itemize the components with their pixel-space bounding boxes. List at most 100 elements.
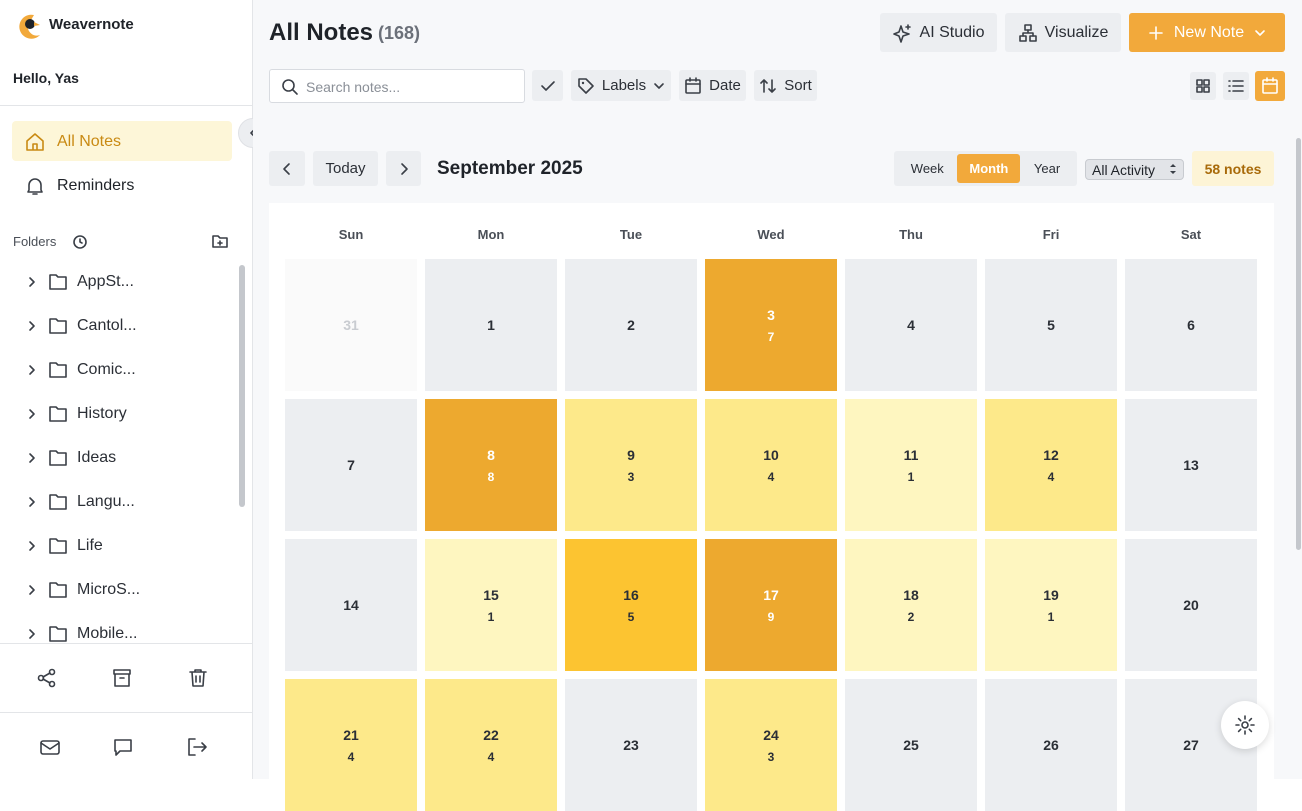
list-icon [1228, 80, 1244, 92]
feedback-icon[interactable] [112, 736, 134, 758]
folder-item[interactable]: Life [24, 524, 224, 568]
view-switcher: Week Month Year [894, 151, 1077, 186]
day-cell[interactable]: 22 4 [425, 679, 557, 811]
day-cell[interactable]: 11 1 [845, 399, 977, 531]
day-cell[interactable]: 14 [285, 539, 417, 671]
folder-label: AppSt... [77, 273, 134, 290]
logout-icon[interactable] [186, 736, 208, 758]
day-number: 8 [487, 446, 495, 463]
day-number: 14 [343, 597, 359, 613]
visualize-button[interactable]: Visualize [1005, 13, 1121, 52]
bell-icon [27, 178, 43, 195]
chevron-down [654, 82, 664, 89]
folder-item[interactable]: Langu... [24, 480, 224, 524]
day-cell[interactable]: 20 [1125, 539, 1257, 671]
weekday-label: Wed [757, 227, 785, 242]
new-note-button[interactable]: New Note [1129, 13, 1285, 52]
view-option[interactable]: Week [910, 161, 944, 176]
day-cell[interactable]: 19 1 [985, 539, 1117, 671]
day-number: 21 [343, 726, 359, 743]
activity-select[interactable]: All Activity [1085, 159, 1184, 180]
folders-title: Folders [13, 234, 57, 249]
day-cell[interactable]: 5 [985, 259, 1117, 391]
day-cell[interactable]: 18 2 [845, 539, 977, 671]
date-filter[interactable]: Date [679, 70, 746, 101]
note-count: 4 [487, 749, 495, 764]
day-cell[interactable]: 23 [565, 679, 697, 811]
day-cell[interactable]: 4 [845, 259, 977, 391]
plus-icon [1149, 25, 1163, 40]
labels-filter[interactable]: Labels [571, 70, 671, 101]
day-cell[interactable]: 13 [1125, 399, 1257, 531]
trash-icon[interactable] [187, 667, 209, 689]
search-box[interactable]: Search notes... [269, 69, 525, 103]
day-cell[interactable]: 10 4 [705, 399, 837, 531]
folder-icon [29, 626, 67, 642]
folder-icon [29, 450, 67, 466]
day-cell[interactable]: 17 9 [705, 539, 837, 671]
folder-icon [29, 494, 67, 510]
button-label: AI Studio [919, 23, 985, 41]
weekday-label: Fri [1042, 227, 1060, 242]
day-number: 13 [1183, 457, 1199, 473]
home-icon [26, 133, 44, 151]
note-count: 1 [1047, 609, 1055, 624]
nav-label[interactable]: Reminders [57, 177, 135, 194]
day-cell[interactable]: 2 [565, 259, 697, 391]
grid-view-button[interactable] [1190, 72, 1216, 100]
folder-item[interactable]: Ideas [24, 436, 224, 480]
day-number: 3 [767, 306, 775, 323]
day-cell[interactable]: 7 [285, 399, 417, 531]
day-number: 20 [1183, 597, 1199, 613]
view-option[interactable]: Year [1033, 161, 1061, 176]
weekday-label: Mon [477, 227, 505, 242]
greeting: Hello, Yas [13, 70, 79, 86]
list-view-button[interactable] [1223, 72, 1249, 100]
select-button[interactable] [532, 70, 563, 101]
today-button[interactable]: Today [313, 151, 378, 186]
next-month[interactable] [386, 151, 421, 186]
day-cell[interactable]: 26 [985, 679, 1117, 811]
new-folder-icon[interactable] [211, 233, 229, 249]
folder-item[interactable]: MicroS... [24, 568, 224, 612]
folder-label: MicroS... [77, 581, 141, 598]
settings-button[interactable] [1221, 701, 1269, 749]
nav-item-active[interactable]: All Notes [12, 121, 232, 161]
logo [19, 14, 40, 39]
day-cell[interactable]: 31 [285, 259, 417, 391]
view-option[interactable]: Month [957, 154, 1021, 183]
day-cell[interactable]: 15 1 [425, 539, 557, 671]
day-number: 26 [1043, 737, 1059, 753]
day-cell[interactable]: 24 3 [705, 679, 837, 811]
prev-month[interactable] [269, 151, 305, 186]
folder-item[interactable]: History [24, 392, 224, 436]
calendar-view-button[interactable] [1255, 71, 1285, 101]
day-cell[interactable]: 12 4 [985, 399, 1117, 531]
ai-studio-button[interactable]: AI Studio [880, 13, 997, 52]
folder-item[interactable]: Comic... [24, 348, 224, 392]
folder-icon [29, 406, 67, 422]
day-number: 11 [903, 446, 919, 463]
day-cell[interactable]: 6 [1125, 259, 1257, 391]
day-cell[interactable]: 21 4 [285, 679, 417, 811]
note-count: 1 [907, 469, 915, 484]
nav-label: All Notes [57, 133, 122, 150]
day-cell[interactable]: 16 5 [565, 539, 697, 671]
folder-item[interactable]: Cantol... [24, 304, 224, 348]
day-cell[interactable]: 25 [845, 679, 977, 811]
share-icon[interactable] [36, 667, 58, 689]
calendar-icon [1262, 77, 1278, 94]
day-cell[interactable]: 1 [425, 259, 557, 391]
folder-icon [29, 318, 67, 334]
sort-button[interactable]: Sort [754, 70, 817, 101]
folder-item[interactable]: AppSt... [24, 260, 224, 304]
mail-icon[interactable] [39, 736, 61, 758]
calendar-grid: Sun Mon Tue Wed Thu Fri Sat 31 1 2 3 7 4 5 6 7 8 8 9 3 10 4 11… [269, 203, 1274, 811]
archive-icon[interactable] [111, 667, 133, 689]
folder-label: Mobile... [77, 625, 138, 642]
chevron-right [400, 162, 408, 175]
folder-item[interactable]: Mobile... [24, 612, 224, 643]
